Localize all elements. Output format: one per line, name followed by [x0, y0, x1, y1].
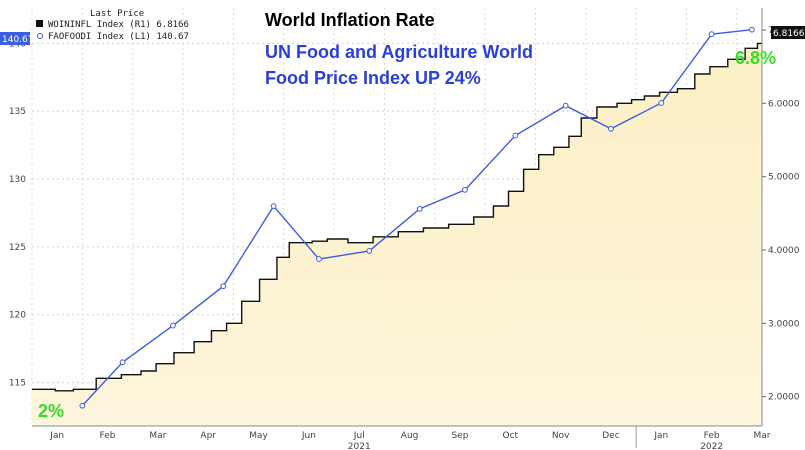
month-tick-label: Oct — [502, 431, 518, 441]
month-tick-label: Jun — [301, 431, 316, 441]
right-axis-tick-label: 3.0000 — [768, 319, 800, 329]
end-value-label: 6.8% — [735, 48, 776, 68]
food-price-point — [749, 26, 755, 33]
left-axis-tick-label: 115 — [9, 379, 26, 389]
inflation-area-fill — [32, 43, 762, 426]
inflation-series-line — [32, 42, 762, 392]
month-tick-label: Jul — [353, 431, 365, 441]
food-price-point — [708, 31, 715, 38]
left-axis-tick-label: 120 — [9, 311, 26, 321]
legend-circle-icon — [37, 33, 43, 39]
month-tick-label: Nov — [552, 431, 570, 441]
food-price-point — [79, 402, 86, 409]
food-price-point — [316, 256, 322, 262]
month-tick-label: Mar — [149, 431, 166, 441]
food-price-point — [608, 125, 614, 132]
month-tick-label: Sep — [451, 431, 468, 441]
chart-title: World Inflation Rate — [265, 10, 435, 30]
food-price-point — [462, 186, 468, 193]
food-price-point — [658, 100, 665, 106]
legend-entry-food: FAOFOODI Index (L1) 140.67 — [48, 32, 189, 42]
left-axis-tick-label: 125 — [9, 243, 26, 253]
food-price-points — [79, 26, 755, 409]
month-tick-label: Apr — [200, 431, 216, 441]
food-price-point — [416, 205, 423, 212]
month-tick-label: Aug — [401, 431, 419, 441]
month-tick-label: Mar — [754, 431, 771, 441]
left-last-value-badge — [0, 32, 30, 45]
month-tick-label: May — [249, 431, 268, 441]
year-tick-label: 2022 — [700, 442, 723, 450]
month-tick-label: Jan — [653, 431, 668, 441]
food-price-point — [562, 102, 569, 109]
legend-entry-inflation: WOININFL Index (R1) 6.8166 — [48, 20, 189, 30]
right-axis-tick-label: 4.0000 — [768, 246, 800, 256]
month-tick-label: Dec — [602, 431, 619, 441]
right-axis-tick-label: 2.0000 — [768, 393, 800, 403]
food-price-point — [512, 132, 519, 139]
annotation-line-2: Food Price Index UP 24% — [265, 68, 481, 88]
right-last-value-badge — [771, 26, 805, 39]
food-price-point — [220, 283, 227, 290]
month-tick-label: Feb — [100, 431, 116, 441]
left-last-value: 140.67 — [2, 35, 34, 45]
food-price-point — [366, 248, 373, 254]
year-tick-label: 2021 — [348, 442, 371, 450]
left-axis-tick-label: 135 — [9, 107, 26, 117]
legend-square-icon — [36, 20, 43, 27]
annotation-line-1: UN Food and Agriculture World — [265, 42, 533, 62]
right-last-value: 6.8166 — [773, 29, 805, 39]
axes: 1151201251301351402.00003.00004.00005.00… — [9, 8, 800, 450]
food-price-point — [170, 322, 176, 329]
right-axis-tick-label: 6.0000 — [768, 99, 800, 109]
month-tick-label: Jan — [49, 431, 64, 441]
legend-header: Last Price — [90, 9, 144, 19]
start-value-label: 2% — [38, 401, 64, 421]
month-tick-label: Feb — [704, 431, 720, 441]
food-price-point — [270, 203, 277, 210]
left-axis-tick-label: 130 — [9, 175, 26, 185]
food-price-point — [119, 359, 126, 366]
right-axis-tick-label: 5.0000 — [768, 173, 800, 183]
